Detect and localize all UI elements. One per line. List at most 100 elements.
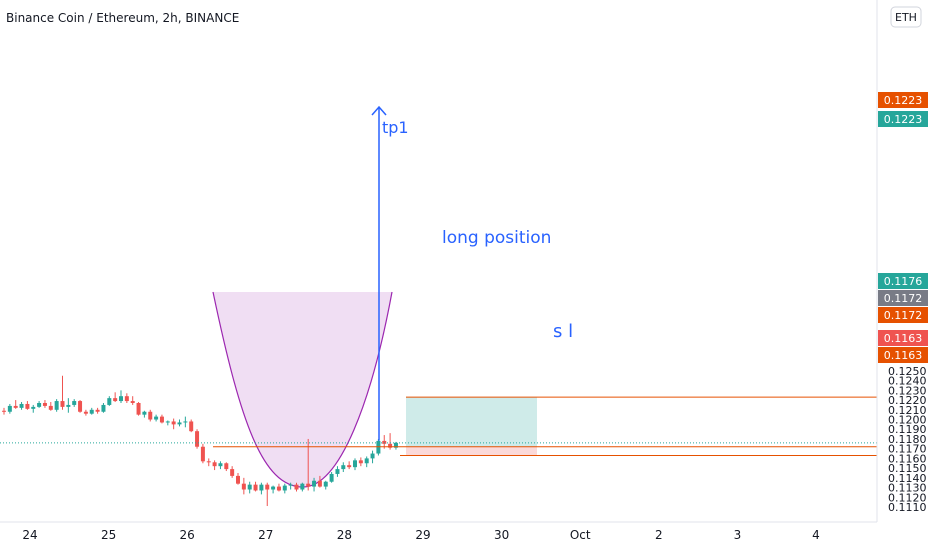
candle-body bbox=[259, 484, 264, 491]
candle-body bbox=[347, 465, 352, 468]
price-badge-label: 0.1172 bbox=[884, 309, 923, 322]
price-badge-label: 0.1176 bbox=[884, 275, 923, 288]
time-tick-label: 30 bbox=[494, 528, 509, 542]
candle-body bbox=[323, 481, 328, 487]
candle-body bbox=[294, 484, 299, 490]
price-tick-label: 0.1150 bbox=[888, 462, 927, 475]
time-tick-label: 26 bbox=[180, 528, 195, 542]
position-zones bbox=[406, 397, 537, 456]
candle-body bbox=[265, 484, 270, 490]
time-tick-label: 29 bbox=[415, 528, 430, 542]
candle-body bbox=[200, 446, 205, 462]
candle-body bbox=[230, 469, 235, 476]
candle-body bbox=[48, 405, 53, 410]
profit-zone bbox=[406, 397, 537, 447]
time-tick-label: 25 bbox=[101, 528, 116, 542]
candle-body bbox=[54, 401, 59, 410]
time-tick-label: 2 bbox=[655, 528, 663, 542]
candle-body bbox=[288, 484, 293, 486]
overlays: tp1 long position s l bbox=[0, 105, 877, 456]
candle-body bbox=[89, 409, 94, 414]
candle-body bbox=[353, 460, 357, 468]
chart-title: Binance Coin / Ethereum, 2h, BINANCE bbox=[6, 11, 239, 25]
time-tick-label: 27 bbox=[258, 528, 273, 542]
candle-body bbox=[329, 473, 334, 482]
candle-body bbox=[7, 405, 12, 412]
candle-body bbox=[236, 475, 240, 484]
cup-fill bbox=[213, 292, 392, 487]
price-tick-label: 0.1200 bbox=[888, 414, 927, 427]
candle-body bbox=[37, 402, 42, 407]
currency-button-frame[interactable] bbox=[890, 6, 922, 28]
price-badge bbox=[878, 273, 928, 289]
candle-body bbox=[42, 402, 47, 406]
time-tick-label: 4 bbox=[812, 528, 820, 542]
time-axis[interactable]: 24 25 26 27 28 29 30 Oct 2 3 4 bbox=[22, 528, 819, 542]
candle-body bbox=[189, 421, 194, 432]
price-tick-label: 0.1110 bbox=[888, 501, 927, 514]
price-tick-label: 0.1170 bbox=[888, 443, 927, 456]
candle-body bbox=[317, 480, 322, 487]
candle-body bbox=[113, 398, 118, 402]
candle-body bbox=[165, 421, 170, 423]
candle-body bbox=[78, 401, 83, 412]
candle-body bbox=[224, 463, 229, 470]
candle-body bbox=[136, 402, 141, 415]
candle-body bbox=[119, 396, 123, 402]
candle-body bbox=[83, 411, 88, 414]
candle-body bbox=[19, 403, 24, 408]
candle-body bbox=[154, 416, 159, 420]
currency-button-label[interactable]: ETH bbox=[895, 11, 917, 24]
price-tick-label: 0.1210 bbox=[888, 404, 927, 417]
candle-body bbox=[195, 431, 200, 447]
candle-body bbox=[124, 396, 129, 402]
candle-body bbox=[107, 398, 112, 405]
candle-body bbox=[72, 401, 77, 405]
price-axis[interactable]: 0.12500.12400.12300.12200.12100.12000.11… bbox=[888, 365, 927, 514]
stop-loss-zone bbox=[406, 446, 537, 456]
candle-body bbox=[66, 404, 71, 407]
candle-body bbox=[130, 401, 135, 403]
candle-body bbox=[393, 442, 398, 448]
candle-body bbox=[247, 484, 252, 490]
candle-body bbox=[300, 483, 305, 490]
price-badge-label: 0.1223 bbox=[884, 113, 923, 126]
candle-body bbox=[241, 483, 246, 490]
candle-body bbox=[60, 401, 65, 407]
price-tick-label: 0.1160 bbox=[888, 452, 927, 465]
candle-body bbox=[171, 421, 176, 425]
price-tick-label: 0.1140 bbox=[888, 472, 927, 485]
stop-label: s l bbox=[553, 321, 573, 342]
candle-body bbox=[212, 462, 217, 467]
candle-body bbox=[177, 422, 182, 425]
candle-body bbox=[95, 409, 100, 412]
candle-body bbox=[370, 453, 375, 459]
candle-body bbox=[271, 486, 276, 490]
time-tick-label: 28 bbox=[337, 528, 352, 542]
target-arrow-head bbox=[371, 105, 387, 116]
price-badge-label: 0.1172 bbox=[884, 292, 923, 305]
price-tick-label: 0.1190 bbox=[888, 423, 927, 436]
candle-body bbox=[31, 406, 36, 409]
candle-body bbox=[276, 486, 281, 491]
candle-body bbox=[148, 411, 153, 420]
price-tick-label: 0.1180 bbox=[888, 433, 927, 446]
price-badges: 0.1223 0.1223 0.1176 0.1172 0.1172 0.1163 0.11… bbox=[878, 92, 928, 363]
price-tick-label: 0.1120 bbox=[888, 491, 927, 504]
price-tick-label: 0.1130 bbox=[888, 482, 927, 495]
candle-body bbox=[13, 405, 18, 408]
position-label: long position bbox=[442, 228, 551, 248]
candle-body bbox=[312, 480, 317, 487]
price-badge bbox=[878, 330, 928, 346]
price-badge bbox=[878, 307, 928, 323]
candle-body bbox=[341, 465, 346, 470]
candle-body bbox=[218, 463, 223, 467]
price-badge bbox=[878, 290, 928, 306]
candle-body bbox=[159, 416, 164, 423]
currency-button[interactable]: ETH bbox=[890, 6, 922, 28]
price-badge bbox=[878, 92, 928, 108]
price-tick-label: 0.1240 bbox=[888, 375, 927, 388]
time-tick-label: Oct bbox=[570, 528, 591, 542]
